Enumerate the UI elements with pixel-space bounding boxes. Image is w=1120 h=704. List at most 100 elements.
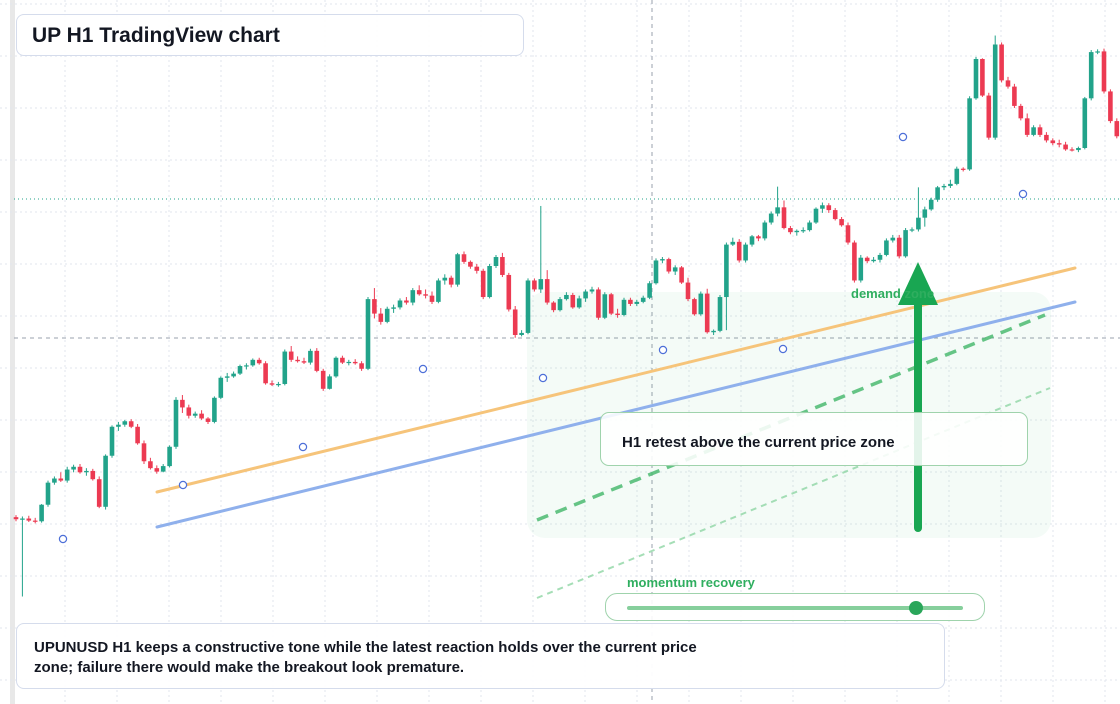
- candle-body: [647, 283, 652, 298]
- candle-body: [186, 407, 192, 416]
- candle-body: [218, 377, 224, 398]
- candle-body: [992, 44, 998, 138]
- candle-body: [468, 261, 473, 267]
- candle-body: [372, 299, 377, 314]
- candle-body: [557, 299, 563, 311]
- candle-body: [544, 279, 550, 303]
- candle-body: [973, 58, 979, 99]
- candle-body: [487, 265, 492, 298]
- signal-marker: [1018, 189, 1028, 199]
- candle-body: [96, 479, 102, 507]
- candle-body: [1044, 134, 1049, 141]
- candle-body: [576, 298, 582, 308]
- demand-zone-label: demand zone: [851, 286, 934, 301]
- candle-body: [756, 236, 761, 239]
- candle-body: [436, 280, 441, 302]
- candle-body: [628, 299, 633, 304]
- candle-body: [128, 421, 134, 427]
- candle-body: [877, 254, 883, 260]
- candle-body: [794, 230, 800, 233]
- candle-body: [903, 230, 908, 257]
- candle-body: [500, 257, 505, 275]
- candle-body: [359, 363, 364, 369]
- candle-body: [570, 294, 576, 308]
- candle-body: [807, 222, 812, 231]
- candle-body: [884, 240, 889, 255]
- momentum-label: momentum recovery: [627, 575, 755, 590]
- candle-body: [90, 470, 96, 480]
- candle-body: [621, 299, 627, 315]
- candle-body: [429, 295, 435, 302]
- candle-body: [602, 294, 608, 318]
- analysis-note-text: UPUNUSD H1 keeps a constructive tone whi…: [34, 639, 697, 676]
- candle-body: [506, 274, 512, 310]
- candle-body: [1108, 91, 1113, 122]
- candle-body: [839, 219, 844, 226]
- candle-body: [391, 307, 396, 309]
- retest-callout: H1 retest above the current price zone: [600, 412, 1028, 466]
- candle-body: [532, 280, 537, 290]
- candle-body: [730, 241, 736, 245]
- candle-body: [666, 259, 672, 272]
- candle-body: [826, 205, 832, 211]
- candle-body: [333, 357, 339, 377]
- candle-body: [724, 244, 729, 298]
- candle-body: [1031, 127, 1036, 135]
- candle-body: [295, 359, 300, 362]
- candle-body: [813, 208, 819, 223]
- candle-body: [832, 210, 838, 220]
- candle-body: [852, 242, 857, 281]
- candle-body: [269, 383, 275, 385]
- left-edge: [10, 0, 15, 704]
- candle-body: [909, 229, 915, 231]
- candle-body: [1082, 98, 1088, 148]
- candle-body: [180, 399, 185, 408]
- candle-body: [551, 302, 556, 311]
- candle-body: [224, 376, 230, 378]
- signal-marker: [898, 132, 908, 142]
- projection-line: [536, 313, 1046, 522]
- candle-body: [167, 446, 172, 467]
- candle-body: [916, 217, 921, 230]
- candle-body: [935, 187, 940, 200]
- candle-body: [999, 44, 1004, 81]
- candle-body: [109, 426, 115, 456]
- candle-body: [39, 504, 44, 522]
- candle-body: [397, 300, 403, 308]
- candle-body: [480, 270, 486, 298]
- candle-body: [698, 293, 704, 315]
- candle-body: [250, 359, 256, 366]
- candle-body: [404, 300, 409, 303]
- candle-body: [416, 290, 422, 295]
- candle-body: [596, 289, 601, 318]
- candle-body: [352, 361, 358, 364]
- candle-body: [858, 257, 864, 281]
- candle-body: [244, 365, 249, 367]
- candle-body: [749, 236, 755, 245]
- candle-body: [736, 241, 742, 261]
- candle-body: [1063, 144, 1068, 150]
- candle-body: [704, 293, 710, 333]
- candle-body: [743, 244, 748, 261]
- chart-title: UP H1 TradingView chart: [16, 14, 524, 56]
- signal-marker: [178, 480, 188, 490]
- candle-body: [564, 294, 569, 300]
- candle-body: [442, 277, 448, 281]
- candle-body: [672, 267, 678, 272]
- candle-body: [384, 308, 390, 322]
- candle-body: [820, 205, 825, 209]
- candle-body: [205, 418, 211, 422]
- candle-body: [1069, 149, 1075, 151]
- candle-body: [58, 478, 64, 481]
- candle-body: [52, 478, 57, 483]
- candle-body: [679, 267, 684, 283]
- candle-body: [84, 470, 89, 473]
- candle-body: [365, 299, 371, 369]
- candle-body: [493, 257, 499, 266]
- candle-body: [871, 259, 876, 262]
- candle-body: [864, 257, 870, 262]
- up-arrow-head: [898, 262, 938, 305]
- signal-marker: [538, 373, 548, 383]
- candle-body: [199, 413, 204, 419]
- candle-body: [308, 350, 313, 363]
